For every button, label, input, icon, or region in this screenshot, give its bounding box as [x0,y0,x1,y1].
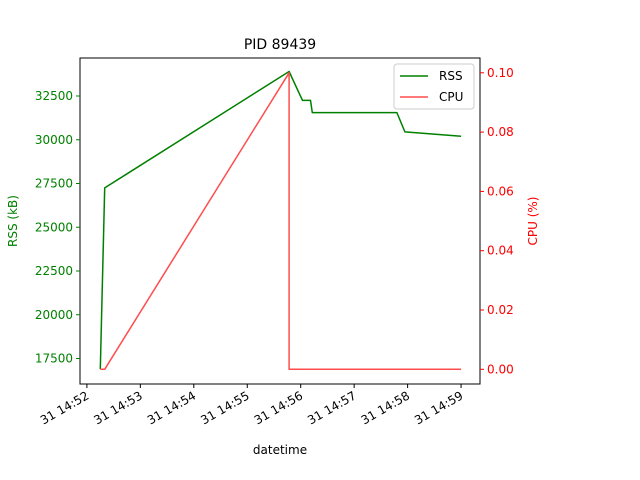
y-left-tick-label: 32500 [35,89,73,103]
y-axis-left-label: RSS (kB) [6,195,20,247]
plot-frame [79,57,481,385]
y-right-tick-label: 0.04 [487,244,514,258]
y-right-tick-label: 0.02 [487,303,514,317]
y-axis-right: 0.00 0.02 0.04 0.06 0.08 0.10 [480,66,514,376]
chart-title: PID 89439 [244,37,316,53]
legend-label-cpu: CPU [439,90,463,104]
y-left-tick-label: 22500 [35,264,73,278]
series-line-cpu [100,72,462,371]
plot-lines [99,70,462,371]
y-left-tick-label: 25000 [35,220,73,234]
legend: RSS CPU [393,63,475,110]
y-right-tick-label: 0.10 [487,66,514,80]
legend-label-rss: RSS [439,69,463,83]
y-left-tick-label: 30000 [35,133,73,147]
y-left-tick-label: 17500 [35,352,73,366]
series-line-rss [99,70,462,370]
y-axis-left: 17500 20000 22500 25000 27500 30000 32500 [35,89,80,366]
y-right-tick-label: 0.06 [487,184,514,198]
y-right-tick-label: 0.08 [487,125,514,139]
y-axis-right-label: CPU (%) [526,197,540,246]
y-left-tick-label: 20000 [35,308,73,322]
y-right-tick-label: 0.00 [487,362,514,376]
x-axis-label: datetime [253,443,307,457]
y-left-tick-label: 27500 [35,177,73,191]
